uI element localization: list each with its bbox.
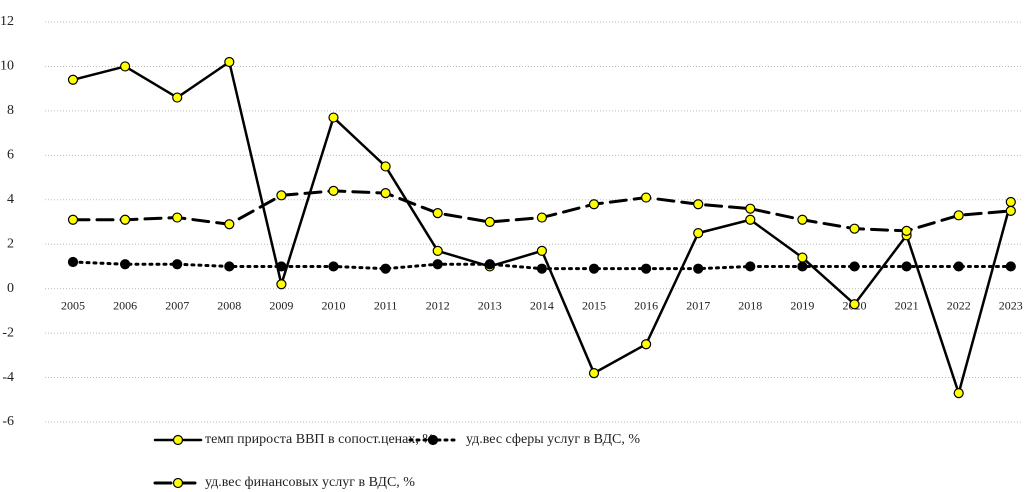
marker: [224, 56, 235, 68]
y-tick-label: 6: [7, 148, 14, 163]
marker: [953, 210, 964, 221]
marker: [640, 263, 652, 274]
x-tick-label: 2019: [790, 298, 814, 312]
x-tick-label: 2012: [426, 298, 450, 312]
y-tick-label: 0: [7, 281, 14, 296]
marker: [328, 185, 339, 196]
marker: [276, 279, 287, 290]
marker: [380, 263, 391, 274]
marker: [901, 261, 912, 272]
marker: [588, 263, 600, 274]
marker: [172, 212, 183, 223]
x-tick-label: 2011: [374, 298, 398, 312]
marker: [67, 256, 79, 268]
marker: [953, 388, 964, 399]
y-tick-label: 2: [7, 236, 14, 251]
y-tick-label: 4: [7, 192, 14, 207]
x-tick-label: 2022: [947, 298, 971, 312]
x-tick-label: 2014: [530, 298, 554, 312]
marker: [693, 228, 704, 239]
x-tick-label: 2023: [999, 298, 1023, 312]
marker: [745, 214, 756, 225]
marker: [328, 112, 339, 123]
y-tick-label: 8: [7, 103, 14, 118]
x-tick-label: 2016: [634, 298, 658, 312]
marker: [797, 261, 808, 272]
marker: [536, 245, 548, 256]
marker: [849, 223, 860, 234]
x-tick-label: 2010: [322, 298, 346, 312]
series-line: [71, 189, 1013, 233]
marker: [432, 245, 443, 256]
marker: [536, 212, 548, 223]
marker: [588, 368, 600, 379]
x-tick-label: 2005: [61, 298, 85, 312]
marker: [1005, 261, 1016, 272]
marker: [119, 61, 131, 72]
marker: [849, 261, 860, 272]
marker: [484, 259, 495, 270]
x-tick-label: 2008: [217, 298, 241, 312]
marker: [432, 208, 443, 219]
legend: темп прироста ВВП в сопост.ценах, % уд.в…: [205, 432, 640, 490]
y-tick-label: 10: [0, 59, 14, 74]
marker: [536, 263, 548, 274]
marker: [1005, 205, 1016, 216]
x-tick-label: 2013: [478, 298, 502, 312]
x-tick-label: 2018: [738, 298, 762, 312]
marker: [588, 199, 600, 210]
legend-label: уд.вес сферы услуг в ВДС, %: [466, 432, 640, 447]
legend-marker: [172, 434, 184, 446]
marker: [224, 261, 235, 272]
x-tick-label: 2015: [582, 298, 606, 312]
y-tick-label: -2: [2, 325, 14, 340]
x-tick-label: 2006: [113, 298, 137, 312]
y-tick-label: -6: [2, 414, 14, 429]
x-tick-label: 2017: [686, 298, 710, 312]
legend-label: темп прироста ВВП в сопост.ценах, %: [205, 432, 434, 447]
marker: [953, 261, 964, 272]
marker: [1005, 196, 1016, 208]
y-tick-label: 12: [0, 14, 14, 29]
marker: [745, 203, 756, 214]
marker: [693, 263, 704, 274]
marker: [484, 216, 495, 228]
marker: [797, 252, 808, 263]
x-tick-label: 2021: [895, 298, 919, 312]
marker: [67, 74, 79, 85]
legend-label: уд.вес финансовых услуг в ВДС, %: [205, 475, 415, 490]
x-tick-label: 2009: [269, 298, 293, 312]
marker: [849, 299, 860, 310]
series-line: [71, 59, 1013, 398]
marker: [224, 219, 235, 230]
marker: [172, 92, 183, 103]
marker: [640, 192, 652, 203]
marker: [119, 259, 131, 270]
marker: [276, 261, 287, 272]
marker: [328, 261, 339, 272]
marker: [172, 259, 183, 270]
marker: [640, 339, 652, 350]
legend-marker: [172, 477, 184, 489]
marker: [797, 214, 808, 225]
marker: [693, 199, 704, 210]
y-tick-label: -4: [2, 370, 14, 385]
marker: [432, 259, 443, 270]
marker: [380, 188, 391, 199]
marker: [380, 161, 391, 172]
marker: [745, 261, 756, 272]
marker: [276, 190, 287, 201]
marker: [119, 214, 131, 225]
x-tick-label: 2007: [165, 298, 189, 312]
marker: [67, 214, 79, 225]
legend-marker: [427, 434, 439, 446]
marker: [901, 225, 912, 236]
